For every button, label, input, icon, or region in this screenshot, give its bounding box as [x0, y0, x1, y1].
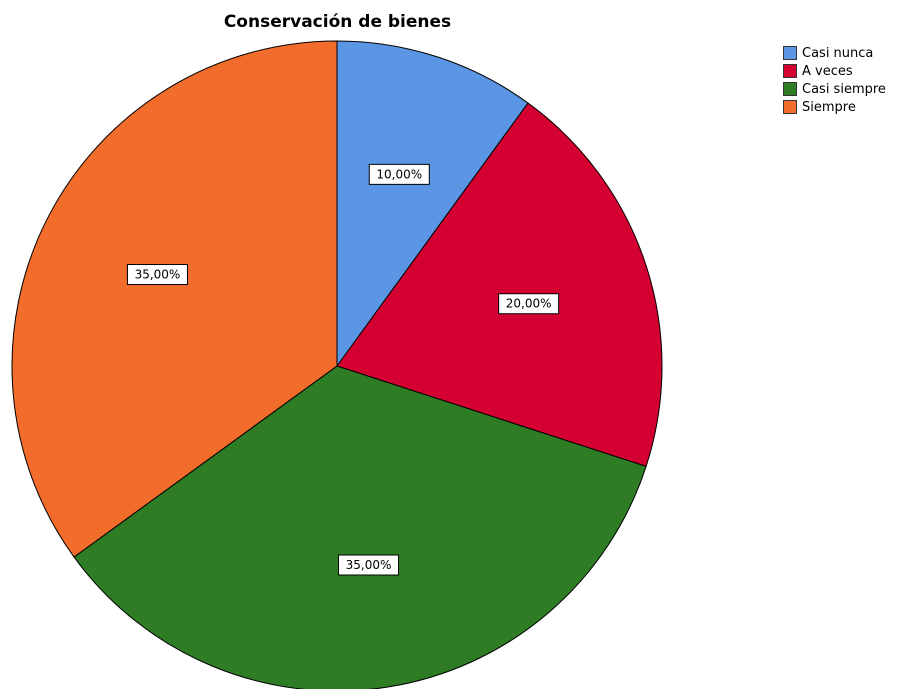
legend-item-casi-siempre: Casi siempre: [783, 80, 886, 98]
legend-item-casi-nunca: Casi nunca: [783, 44, 886, 62]
slice-label-box: [338, 554, 400, 576]
slice-label-siempre: 35,00%: [126, 264, 188, 286]
slice-label-box: [498, 293, 560, 315]
pie-slice-casi-nunca: [336, 40, 529, 368]
slice-label-text: 20,00%: [506, 297, 552, 311]
slice-label-box: [126, 264, 188, 286]
legend-swatch: [783, 64, 797, 78]
slice-label-a-veces: 20,00%: [498, 293, 560, 315]
pie-slice-labels: 10,00% 20,00% 35,00% 35,00%: [126, 163, 560, 576]
legend-label: Casi nunca: [802, 45, 874, 61]
legend-item-siempre: Siempre: [783, 98, 886, 116]
pie-slice-casi-siempre: [73, 365, 647, 689]
legend-swatch: [783, 46, 797, 60]
slice-label-text: 35,00%: [135, 268, 181, 282]
slice-label-text: 10,00%: [376, 167, 422, 181]
legend-label: Siempre: [802, 99, 856, 115]
slice-label-casi-siempre: 35,00%: [338, 554, 400, 576]
legend-swatch: [783, 100, 797, 114]
legend-label: Casi siempre: [802, 81, 886, 97]
legend: Casi nunca A veces Casi siempre Siempre: [783, 44, 886, 116]
legend-label: A veces: [802, 63, 853, 79]
chart-title: Conservación de bienes: [223, 12, 452, 32]
pie-slices: [11, 40, 663, 689]
pie-slice-a-veces: [336, 102, 663, 468]
pie-slice-siempre: [11, 40, 338, 558]
slice-label-text: 35,00%: [346, 558, 392, 572]
slice-label-casi-nunca: 10,00%: [368, 163, 430, 185]
legend-swatch: [783, 82, 797, 96]
slice-label-box: [368, 163, 430, 185]
legend-item-a-veces: A veces: [783, 62, 886, 80]
